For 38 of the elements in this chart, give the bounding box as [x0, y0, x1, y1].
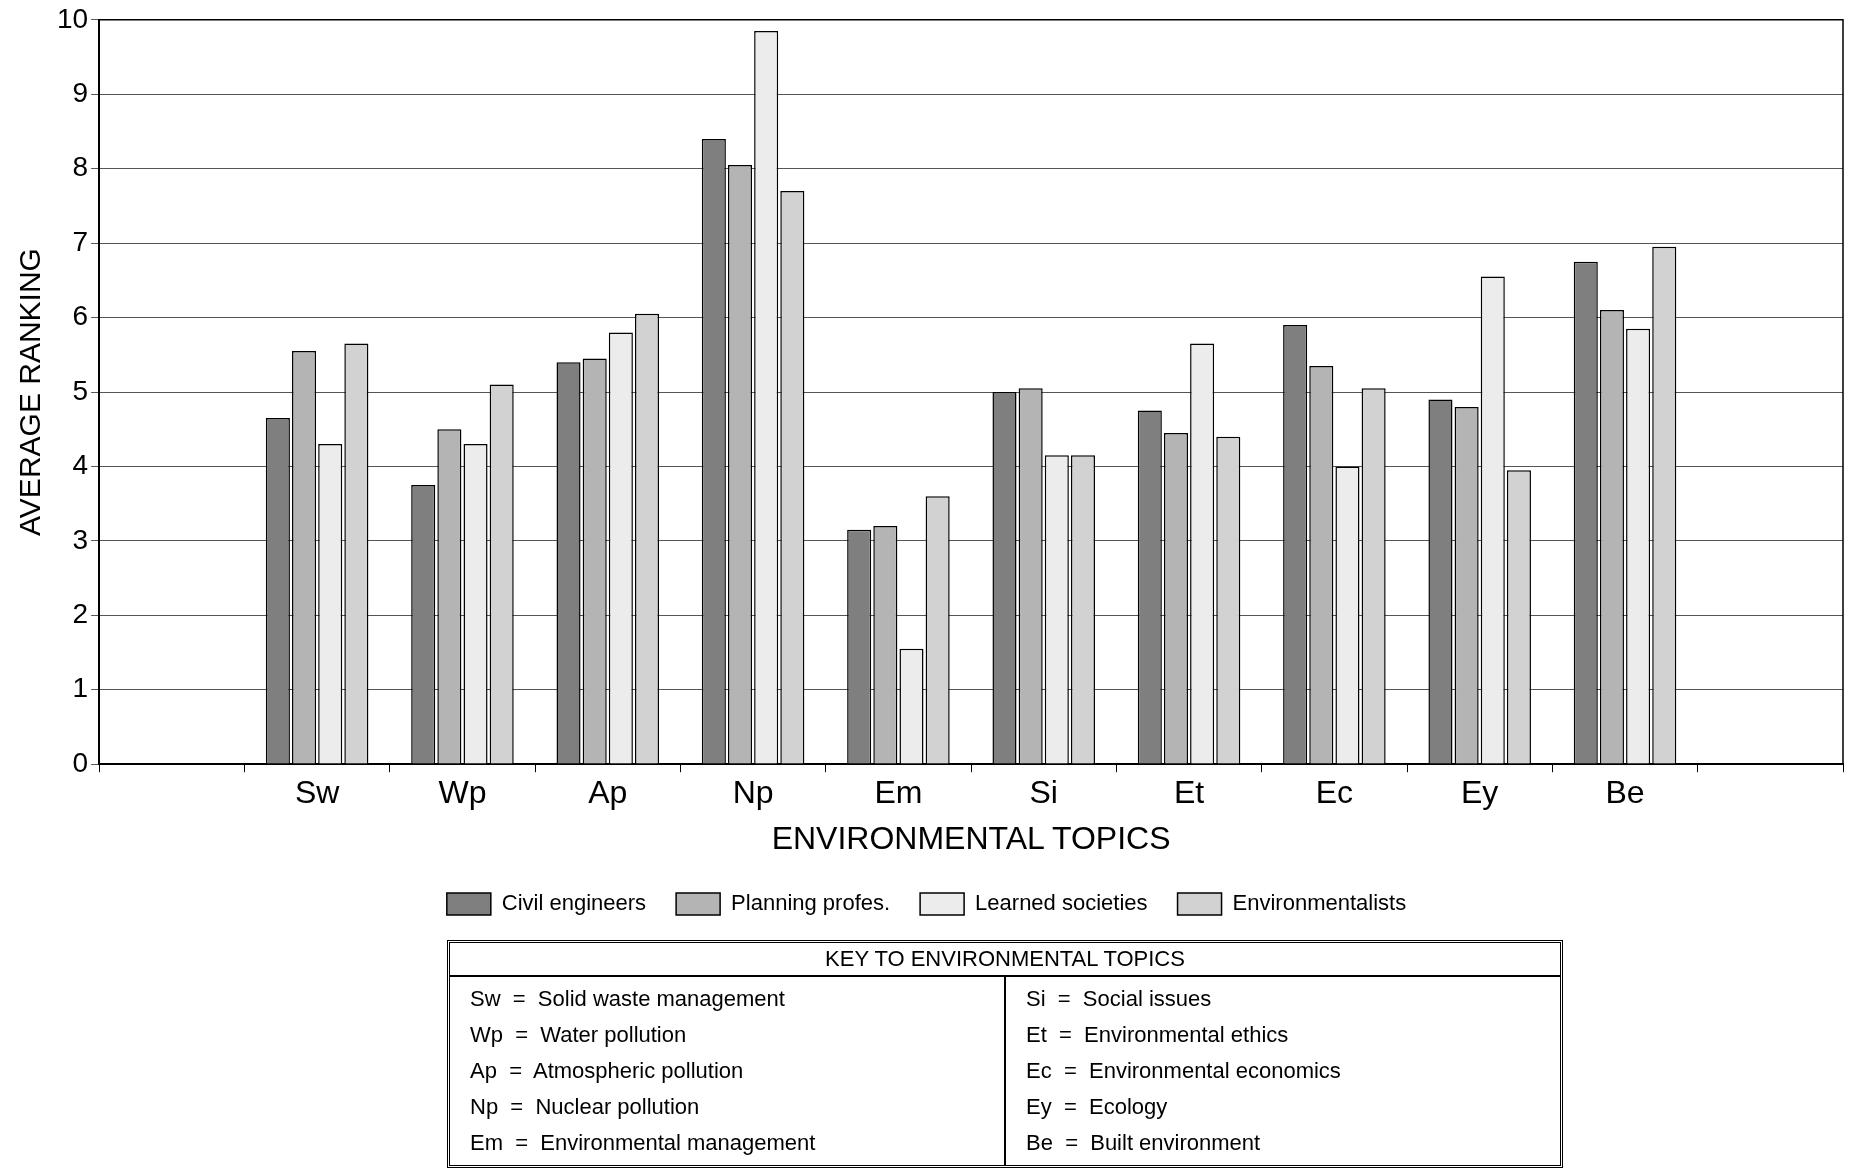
text: Ap = Atmospheric pollution — [470, 1057, 745, 1085]
y-axis-title: AVERAGE RANKING — [13, 248, 47, 536]
x-tick-label: Ap — [588, 774, 628, 811]
y-tick-label: 5 — [72, 374, 89, 406]
y-tick-label: 4 — [72, 449, 89, 481]
text: Wp = Water pollution — [470, 1021, 688, 1049]
x-tick-label: Wp — [438, 774, 487, 811]
text: Be = Built environment — [1026, 1129, 1262, 1157]
x-tick-label: Sw — [294, 774, 341, 811]
y-tick-label: 9 — [72, 76, 89, 108]
text: Ey = Ecology — [1026, 1093, 1169, 1121]
y-tick-label: 0 — [72, 746, 89, 778]
text: Ec = Environmental economics — [1026, 1057, 1342, 1085]
x-tick-label: Ey — [1461, 774, 1499, 811]
y-tick-label: 6 — [72, 300, 89, 332]
text: KEY TO ENVIRONMENTAL TOPICS — [450, 943, 1560, 977]
legend-label: Planning profes. — [731, 890, 891, 916]
text: Em = Environmental management — [470, 1129, 817, 1157]
y-tick-label: 3 — [72, 523, 89, 555]
x-tick-label: Np — [732, 774, 774, 811]
x-tick-label: Em — [874, 774, 923, 811]
x-axis-title: ENVIRONMENTAL TOPICS — [771, 819, 1171, 856]
y-tick-label: 7 — [72, 225, 89, 257]
x-tick-label: Ec — [1315, 774, 1354, 811]
x-tick-label: Et — [1173, 774, 1205, 811]
y-tick-label: 2 — [72, 598, 89, 630]
text: Et = Environmental ethics — [1026, 1021, 1290, 1049]
x-tick-label: Be — [1605, 774, 1645, 811]
legend-label: Environmentalists — [1232, 890, 1407, 916]
text: Np = Nuclear pollution — [470, 1093, 701, 1121]
y-tick-label: 1 — [72, 672, 89, 704]
text: Sw = Solid waste management — [470, 985, 786, 1013]
legend-label: Civil engineers — [501, 890, 647, 916]
legend-label: Learned societies — [975, 890, 1148, 916]
text: Si = Social issues — [1026, 985, 1213, 1013]
y-tick-label: 10 — [56, 2, 89, 34]
x-tick-label: Si — [1029, 774, 1058, 811]
y-tick-label: 8 — [72, 151, 89, 183]
